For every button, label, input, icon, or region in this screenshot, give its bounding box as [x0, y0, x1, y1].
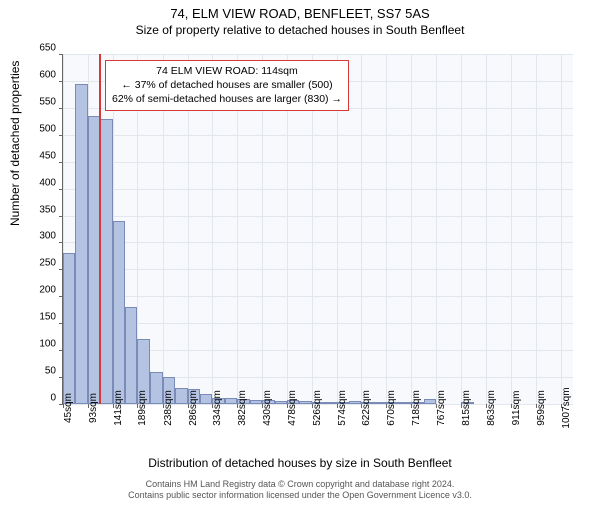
chart-area: 74 ELM VIEW ROAD: 114sqm← 37% of detache… [62, 54, 573, 405]
xtick-label: 238sqm [163, 390, 174, 426]
gridline-v [436, 54, 437, 404]
xtick-label: 718sqm [411, 390, 422, 426]
gridline-h [63, 135, 573, 136]
xtick-label: 574sqm [337, 390, 348, 426]
histogram-bar [275, 401, 287, 404]
xtick-label: 1007sqm [561, 387, 572, 428]
xtick-label: 670sqm [386, 390, 397, 426]
histogram-bar [225, 398, 237, 404]
ytick-mark [59, 269, 63, 270]
xtick-label: 911sqm [511, 391, 522, 426]
gridline-h [63, 162, 573, 163]
xtick-label: 141sqm [113, 390, 124, 426]
xtick-label: 430sqm [262, 390, 273, 426]
gridline-h [63, 242, 573, 243]
histogram-bar [299, 401, 311, 404]
gridline-v [386, 54, 387, 404]
ytick-mark [59, 189, 63, 190]
ytick-mark [59, 135, 63, 136]
ytick-label: 50 [0, 366, 56, 377]
xtick-label: 863sqm [486, 390, 497, 426]
xtick-label: 767sqm [436, 390, 447, 426]
ytick-mark [59, 377, 63, 378]
footer-line-1: Contains HM Land Registry data © Crown c… [0, 479, 600, 491]
ytick-label: 250 [0, 258, 56, 269]
ytick-label: 0 [0, 393, 56, 404]
ytick-label: 150 [0, 312, 56, 323]
ytick-label: 600 [0, 69, 56, 80]
annotation-line: 62% of semi-detached houses are larger (… [112, 92, 342, 106]
gridline-h [63, 54, 573, 55]
gridline-v [461, 54, 462, 404]
annotation-box: 74 ELM VIEW ROAD: 114sqm← 37% of detache… [105, 60, 349, 111]
ytick-label: 450 [0, 150, 56, 161]
histogram-bar [63, 253, 75, 404]
ytick-label: 400 [0, 177, 56, 188]
xtick-label: 622sqm [361, 390, 372, 426]
chart-title-main: 74, ELM VIEW ROAD, BENFLEET, SS7 5AS [0, 6, 600, 21]
histogram-bar [349, 401, 361, 404]
ytick-label: 550 [0, 96, 56, 107]
ytick-label: 350 [0, 204, 56, 215]
y-axis-label: Number of detached properties [8, 61, 22, 226]
ytick-mark [59, 108, 63, 109]
ytick-mark [59, 350, 63, 351]
histogram-bar [125, 307, 137, 404]
ytick-mark [59, 242, 63, 243]
xtick-label: 286sqm [188, 390, 199, 426]
gridline-h [63, 323, 573, 324]
gridline-v [411, 54, 412, 404]
ytick-mark [59, 54, 63, 55]
ytick-label: 300 [0, 231, 56, 242]
footer-text: Contains HM Land Registry data © Crown c… [0, 479, 600, 502]
xtick-label: 382sqm [237, 390, 248, 426]
xtick-label: 526sqm [312, 390, 323, 426]
histogram-bar [250, 400, 262, 404]
footer-line-2: Contains public sector information licen… [0, 490, 600, 502]
xtick-label: 334sqm [212, 390, 223, 426]
histogram-bar [100, 119, 112, 404]
ytick-label: 650 [0, 43, 56, 54]
chart-title-sub: Size of property relative to detached ho… [0, 23, 600, 37]
xtick-label: 45sqm [63, 393, 74, 423]
x-axis-label: Distribution of detached houses by size … [0, 456, 600, 470]
ytick-label: 500 [0, 123, 56, 134]
histogram-bar [150, 372, 162, 404]
ytick-label: 100 [0, 339, 56, 350]
histogram-bar [424, 399, 437, 404]
annotation-line: ← 37% of detached houses are smaller (50… [112, 78, 342, 92]
histogram-bar [175, 388, 187, 404]
ytick-mark [59, 216, 63, 217]
gridline-h [63, 216, 573, 217]
ytick-mark [59, 323, 63, 324]
annotation-line: 74 ELM VIEW ROAD: 114sqm [112, 64, 342, 78]
gridline-v [361, 54, 362, 404]
ytick-mark [59, 162, 63, 163]
gridline-h [63, 189, 573, 190]
gridline-h [63, 269, 573, 270]
xtick-label: 815sqm [461, 390, 472, 426]
histogram-bar [113, 221, 125, 404]
xtick-label: 93sqm [88, 393, 99, 423]
ytick-mark [59, 81, 63, 82]
histogram-bar [200, 394, 212, 404]
histogram-bar [75, 84, 87, 404]
xtick-label: 189sqm [137, 390, 148, 426]
gridline-v [486, 54, 487, 404]
gridline-h [63, 296, 573, 297]
ytick-label: 200 [0, 285, 56, 296]
gridline-v [511, 54, 512, 404]
gridline-v [561, 54, 562, 404]
histogram-bar [399, 402, 411, 404]
histogram-bar [374, 402, 386, 404]
reference-line [99, 54, 101, 404]
xtick-label: 478sqm [287, 390, 298, 426]
gridline-v [536, 54, 537, 404]
ytick-mark [59, 296, 63, 297]
histogram-bar [324, 402, 336, 404]
xtick-label: 959sqm [536, 390, 547, 426]
